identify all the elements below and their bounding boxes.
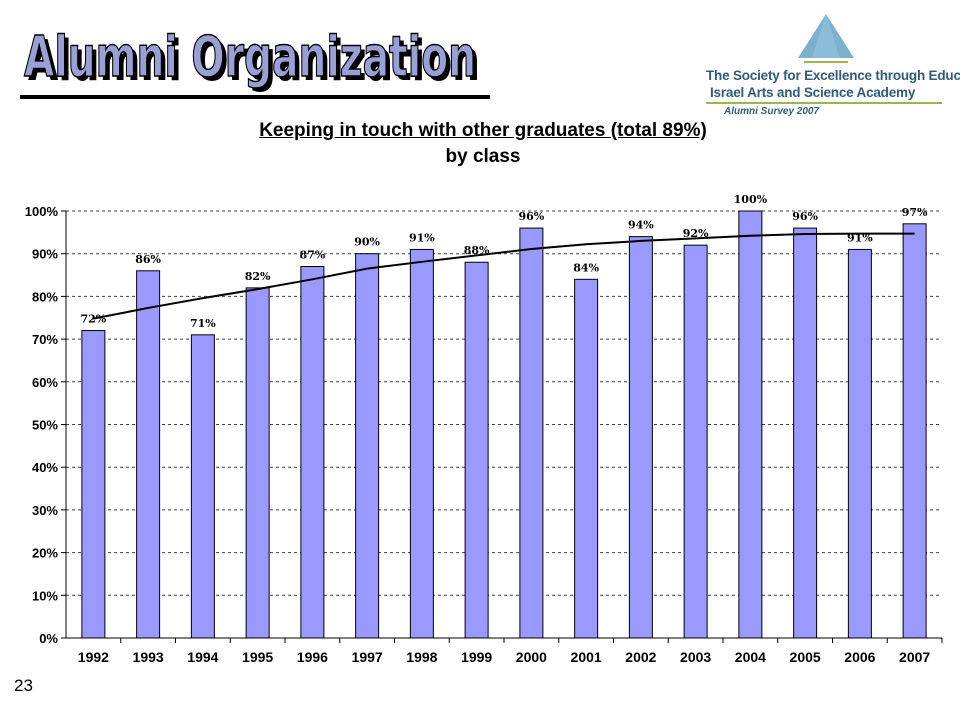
x-tick-label: 2006 <box>844 649 875 665</box>
bar <box>464 261 489 639</box>
bar <box>683 244 708 639</box>
data-label: 94% <box>628 219 654 232</box>
bar <box>355 253 380 639</box>
header-rule <box>20 95 490 99</box>
y-tick-label: 0% <box>39 631 58 646</box>
bar <box>574 278 599 639</box>
chart-subtitle: by class <box>445 146 521 167</box>
bar <box>902 223 927 639</box>
x-tick-label: 1993 <box>133 649 164 665</box>
header-title-shadow: Alumni Organization <box>28 29 480 94</box>
y-tick-label: 60% <box>32 375 58 390</box>
y-tick-label: 90% <box>32 247 58 262</box>
data-label: 97% <box>902 206 928 219</box>
bar <box>738 210 763 639</box>
y-tick-label: 10% <box>32 588 58 603</box>
bar <box>409 248 434 639</box>
bar <box>519 227 544 639</box>
data-label: 86% <box>135 253 161 266</box>
data-label: 82% <box>245 270 271 283</box>
bar <box>190 334 215 639</box>
y-tick-label: 80% <box>32 289 58 304</box>
organization-logo: The Society for Excellence through Educa… <box>706 12 960 122</box>
triangle-logo-icon <box>798 14 854 63</box>
logo-line-society: The Society for Excellence through Educa… <box>706 68 960 83</box>
header-title-svg: Alumni Organization Alumni Organization <box>23 24 480 94</box>
logo-rule <box>706 102 942 104</box>
y-tick-label: 40% <box>32 460 58 475</box>
bar <box>300 266 325 639</box>
x-tick-label: 2002 <box>625 649 656 665</box>
x-tick-label: 2003 <box>680 649 711 665</box>
data-label: 91% <box>409 231 435 244</box>
x-tick-label: 2007 <box>899 649 930 665</box>
x-tick-label: 1998 <box>406 649 437 665</box>
data-label: 92% <box>683 227 709 240</box>
x-tick-label: 2005 <box>790 649 821 665</box>
data-label: 100% <box>734 193 768 206</box>
bar <box>793 227 818 639</box>
x-tick-label: 2000 <box>516 649 547 665</box>
data-label: 90% <box>354 236 380 249</box>
x-tick-label: 1995 <box>242 649 273 665</box>
y-tick-label: 30% <box>32 503 58 518</box>
y-tick-label: 50% <box>32 418 58 433</box>
bar <box>245 287 270 639</box>
slide-number: 23 <box>14 676 33 695</box>
bar <box>81 330 106 639</box>
data-label: 96% <box>518 210 544 223</box>
x-tick-label: 1992 <box>78 649 109 665</box>
x-tick-label: 2004 <box>735 649 766 665</box>
data-label: 96% <box>792 210 818 223</box>
data-label: 87% <box>299 249 325 262</box>
bar <box>847 248 872 639</box>
x-tick-label: 1996 <box>297 649 328 665</box>
x-tick-label: 2001 <box>571 649 602 665</box>
header-title: Alumni Organization <box>24 25 476 90</box>
x-tick-label: 1994 <box>187 649 218 665</box>
bar <box>628 236 653 639</box>
y-tick-label: 20% <box>32 546 58 561</box>
bar <box>136 270 161 639</box>
x-tick-label: 1997 <box>352 649 383 665</box>
x-tick-label: 1999 <box>461 649 492 665</box>
trend-line <box>93 232 915 320</box>
data-label: 71% <box>190 317 216 330</box>
y-tick-label: 100% <box>25 204 59 219</box>
data-label: 84% <box>573 261 599 274</box>
logo-line-survey: Alumni Survey 2007 <box>724 106 820 117</box>
header-title-graphic: Alumni Organization Alumni Organization <box>14 6 494 96</box>
chart-title: Keeping in touch with other graduates (t… <box>259 120 707 141</box>
logo-line-academy: Israel Arts and Science Academy <box>710 85 916 100</box>
y-tick-label: 70% <box>32 332 58 347</box>
